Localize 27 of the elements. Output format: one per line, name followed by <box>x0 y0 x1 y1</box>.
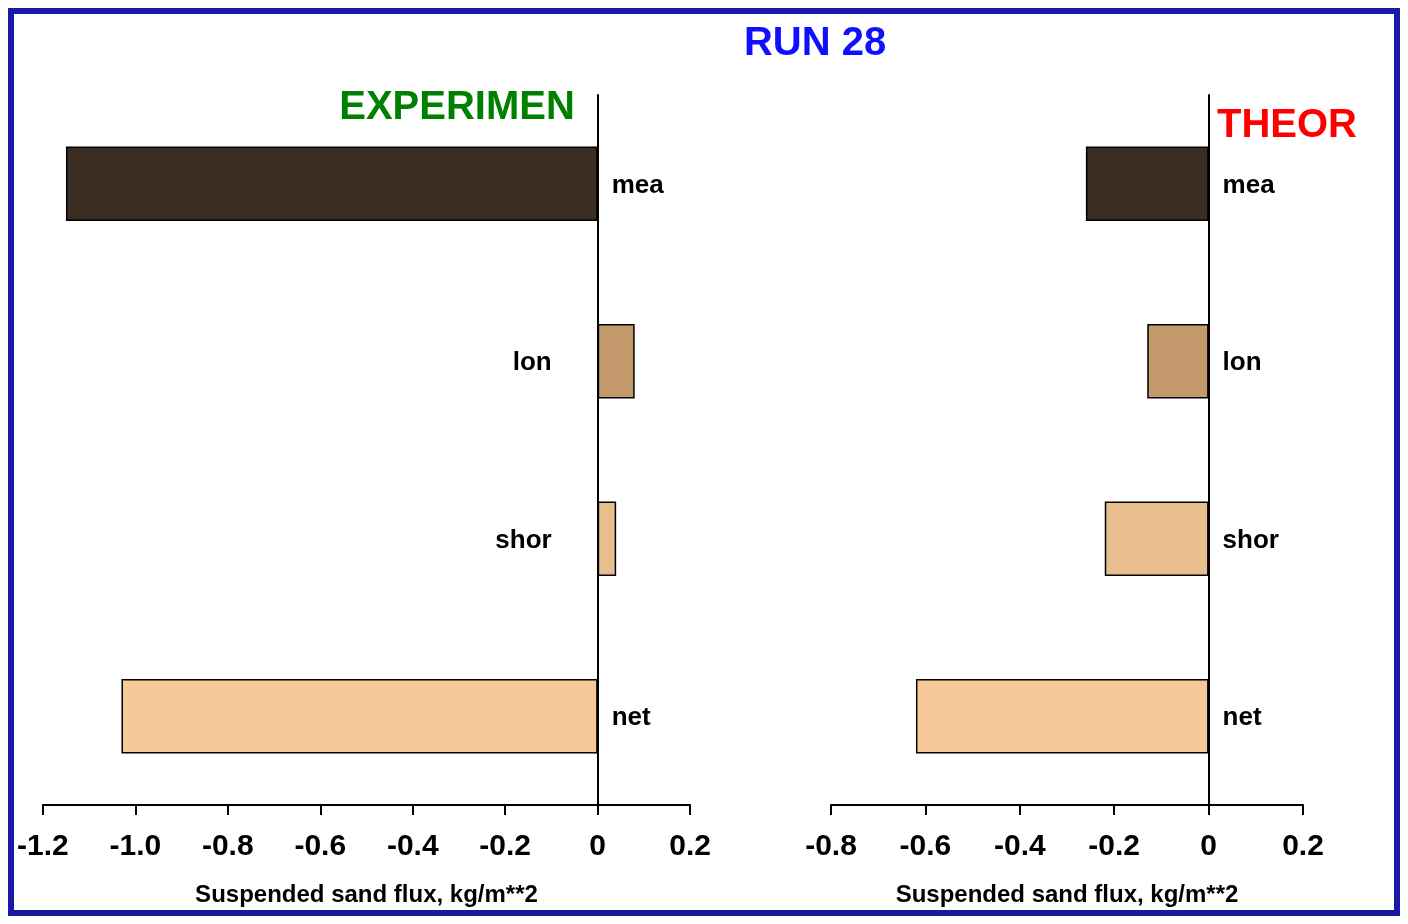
category-label: lon <box>512 346 552 377</box>
category-label: net <box>1222 701 1262 732</box>
x-tick-label: 0 <box>1200 827 1217 861</box>
category-label: mea <box>1222 168 1275 199</box>
category-label: mea <box>611 168 664 199</box>
text: RUN 28 <box>743 19 887 63</box>
x-tick-label: 0 <box>589 827 607 861</box>
x-tick-label: -1.2 <box>17 827 69 861</box>
x-tick-label: -0.2 <box>479 827 532 861</box>
x-tick-label: -1.0 <box>109 827 162 861</box>
x-tick-label: -0.6 <box>899 827 952 861</box>
x-tick-label: -0.6 <box>294 827 347 861</box>
x-tick-label: -0.4 <box>386 827 439 861</box>
category-label: shor <box>1222 523 1279 554</box>
category-label: net <box>611 701 651 732</box>
category-label: shor <box>495 523 552 554</box>
x-tick-label: -0.8 <box>201 827 254 861</box>
x-tick-label: 0.2 <box>669 827 712 861</box>
x-tick-label: -0.2 <box>1088 827 1141 861</box>
x-axis-title: Suspended sand flux, kg/m**2 <box>195 879 538 907</box>
x-tick-label: -0.4 <box>993 827 1046 861</box>
x-tick-label: 0.2 <box>1282 827 1324 861</box>
chart-title: THEOR <box>1217 101 1358 145</box>
x-axis-title: Suspended sand flux, kg/m**2 <box>895 879 1239 907</box>
x-tick-label: -0.8 <box>805 827 857 861</box>
chart-title: EXPERIMEN <box>339 83 575 127</box>
category-label: lon <box>1222 346 1262 377</box>
